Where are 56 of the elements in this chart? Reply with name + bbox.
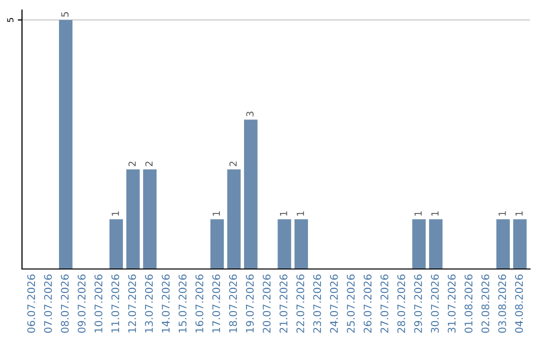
x-tick-label: 01.08.2026: [464, 274, 472, 333]
x-tick-label: 28.07.2026: [397, 274, 406, 333]
bar: [143, 169, 157, 269]
x-tick-label: 12.07.2026: [128, 274, 136, 332]
bar: [429, 219, 443, 269]
x-tick-label: 04.08.2026: [515, 274, 523, 333]
data-label: 2: [128, 162, 136, 166]
data-label: 2: [145, 162, 153, 166]
bar: [109, 219, 123, 269]
x-tick-label: 17.07.2026: [212, 274, 220, 332]
data-label: 5: [61, 12, 69, 17]
x-tick-label: 06.07.2026: [27, 274, 36, 333]
x-tick-label: 07.07.2026: [44, 274, 52, 333]
x-tick-label: 24.07.2026: [330, 274, 338, 333]
data-label: 1: [431, 211, 438, 216]
data-label: 1: [498, 211, 506, 216]
data-label: 1: [112, 211, 119, 216]
bar: [59, 20, 72, 269]
x-tick-label: 31.07.2026: [448, 274, 456, 333]
x-tick-label: 26.07.2026: [364, 274, 372, 333]
x-tick-label: 02.08.2026: [481, 274, 490, 333]
bar: [126, 169, 140, 269]
data-label: 2: [229, 162, 237, 166]
bar: [227, 169, 241, 269]
x-tick-label: 22.07.2026: [296, 274, 304, 333]
x-tick-label: 27.07.2026: [380, 274, 388, 333]
bar: [294, 219, 308, 269]
x-tick-label: 25.07.2026: [346, 274, 355, 333]
bar: [278, 219, 292, 269]
x-tick-label: 18.07.2026: [229, 274, 237, 332]
x-tick-label: 03.08.2026: [498, 274, 506, 333]
data-label: 3: [246, 112, 254, 116]
x-tick-label: 30.07.2026: [430, 274, 439, 333]
x-tick-label: 21.07.2026: [280, 274, 288, 333]
data-label: 1: [296, 211, 304, 216]
x-tick-label: 09.07.2026: [78, 274, 86, 333]
x-tick-label: 20.07.2026: [262, 274, 271, 333]
x-tick-label: 29.07.2026: [414, 274, 422, 333]
bar: [210, 219, 224, 269]
x-tick-label: 23.07.2026: [313, 274, 322, 333]
x-tick-label: 11.07.2026: [111, 274, 120, 332]
data-label: 1: [280, 211, 288, 216]
x-tick-label: 14.07.2026: [162, 274, 170, 332]
x-tick-label: 08.07.2026: [60, 274, 69, 333]
x-tick-label: 10.07.2026: [94, 274, 102, 332]
bar: [244, 120, 258, 269]
bar: [496, 219, 510, 269]
data-label: 1: [212, 211, 220, 216]
bar: [412, 219, 426, 269]
x-tick-label: 16.07.2026: [195, 274, 204, 332]
x-tick-label: 13.07.2026: [144, 274, 153, 332]
data-label: 1: [516, 211, 523, 216]
data-label: 1: [414, 211, 422, 216]
x-tick-label: 15.07.2026: [178, 274, 187, 332]
x-tick-label: 19.07.2026: [246, 274, 254, 332]
bar: [513, 219, 527, 269]
